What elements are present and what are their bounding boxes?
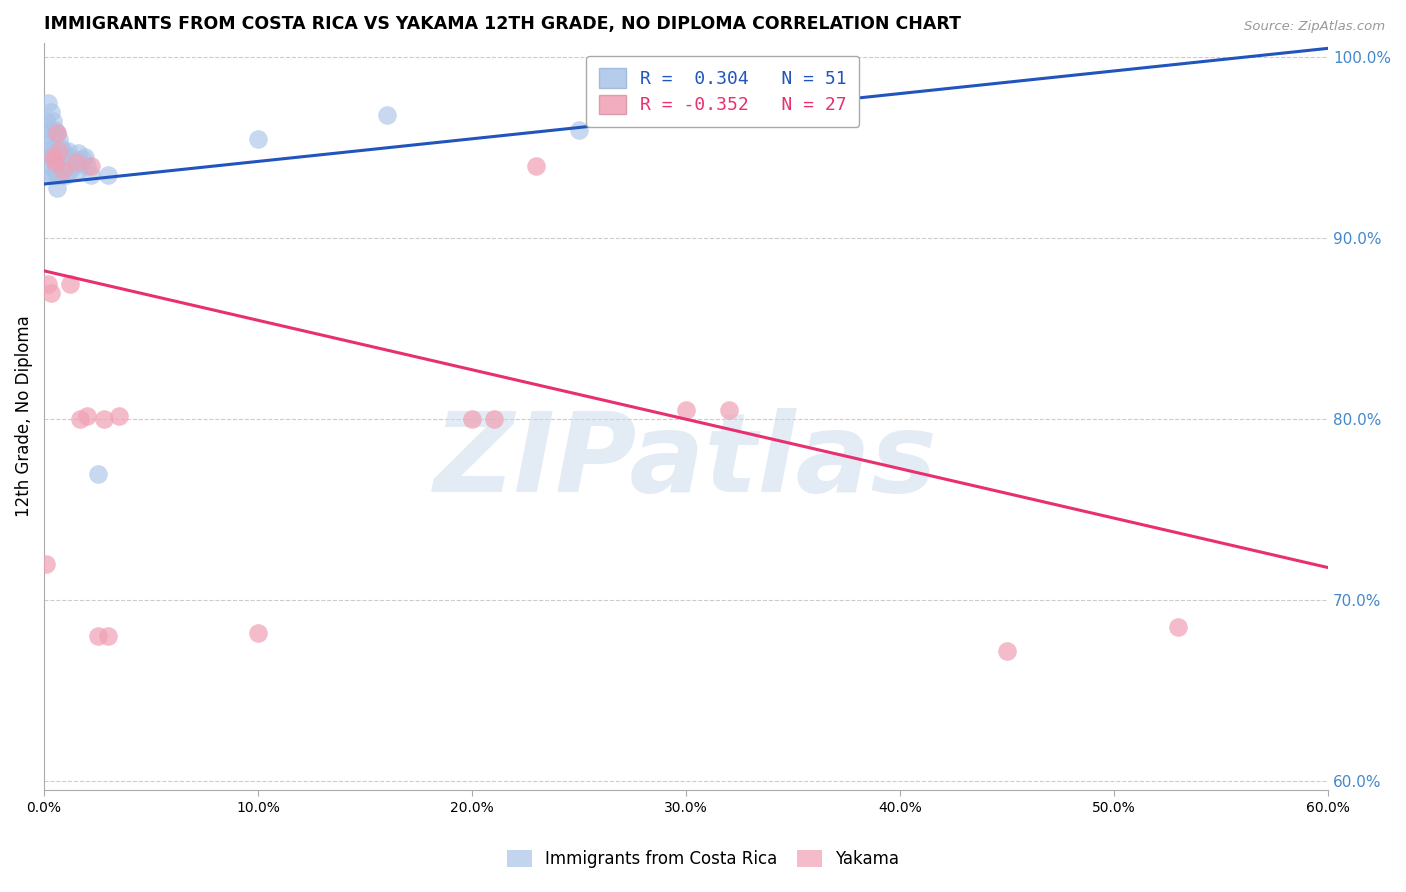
Point: [56, 145, 79, 159]
Point: [52, 162, 75, 177]
Point: [41, 168, 63, 182]
Point: [59, 162, 82, 177]
Point: [46, 127, 69, 141]
Point: [65, 153, 87, 168]
Point: [52, 159, 75, 173]
Point: [482, 412, 505, 426]
Point: [76, 409, 98, 423]
Point: [37, 277, 59, 291]
Point: [46, 127, 69, 141]
Point: [35, 113, 58, 128]
Point: [52, 145, 75, 159]
Point: [37, 168, 59, 182]
Point: [97, 168, 120, 182]
Point: [97, 629, 120, 643]
Point: [93, 412, 115, 426]
Point: [69, 412, 91, 426]
Point: [375, 108, 398, 122]
Point: [44, 155, 66, 169]
Point: [48, 132, 70, 146]
Point: [51, 155, 73, 169]
Point: [41, 150, 63, 164]
Point: [55, 150, 77, 164]
Point: [41, 132, 63, 146]
Point: [59, 150, 82, 164]
Text: IMMIGRANTS FROM COSTA RICA VS YAKAMA 12TH GRADE, NO DIPLOMA CORRELATION CHART: IMMIGRANTS FROM COSTA RICA VS YAKAMA 12T…: [44, 15, 962, 33]
Point: [65, 155, 87, 169]
Point: [108, 409, 131, 423]
Point: [48, 168, 70, 182]
Point: [72, 152, 94, 166]
Point: [461, 412, 484, 426]
Point: [37, 150, 59, 164]
Point: [46, 168, 69, 182]
Point: [41, 113, 63, 128]
Point: [717, 403, 740, 417]
Point: [86, 629, 108, 643]
Point: [76, 159, 98, 173]
Point: [86, 467, 108, 481]
Point: [35, 141, 58, 155]
Point: [80, 168, 103, 182]
Point: [46, 180, 69, 194]
Point: [67, 162, 90, 177]
Point: [48, 145, 70, 159]
Point: [67, 146, 90, 161]
Legend: Immigrants from Costa Rica, Yakama: Immigrants from Costa Rica, Yakama: [501, 843, 905, 875]
Point: [37, 95, 59, 110]
Point: [41, 150, 63, 164]
Point: [568, 122, 591, 136]
Point: [60, 155, 83, 169]
Point: [995, 644, 1018, 658]
Point: [55, 168, 77, 182]
Point: [39, 122, 62, 136]
Point: [44, 150, 66, 164]
Point: [44, 162, 66, 177]
Point: [675, 403, 697, 417]
Point: [39, 159, 62, 173]
Point: [48, 150, 70, 164]
Point: [44, 141, 66, 155]
Point: [247, 132, 270, 146]
Point: [44, 122, 66, 136]
Point: [39, 285, 62, 300]
Point: [46, 155, 69, 169]
Point: [51, 141, 73, 155]
Point: [80, 159, 103, 173]
Text: ZIPatlas: ZIPatlas: [434, 408, 938, 515]
Point: [63, 159, 86, 173]
Point: [247, 625, 270, 640]
Point: [35, 557, 58, 571]
Text: Source: ZipAtlas.com: Source: ZipAtlas.com: [1244, 20, 1385, 33]
Point: [39, 104, 62, 119]
Point: [37, 122, 59, 136]
Point: [1167, 620, 1189, 634]
Point: [524, 159, 547, 173]
Point: [73, 150, 96, 164]
Point: [59, 277, 82, 291]
Y-axis label: 12th Grade, No Diploma: 12th Grade, No Diploma: [15, 316, 32, 517]
Point: [51, 168, 73, 182]
Legend: R =  0.304   N = 51, R = -0.352   N = 27: R = 0.304 N = 51, R = -0.352 N = 27: [586, 55, 859, 127]
Point: [39, 141, 62, 155]
Point: [69, 155, 91, 169]
Point: [46, 145, 69, 159]
